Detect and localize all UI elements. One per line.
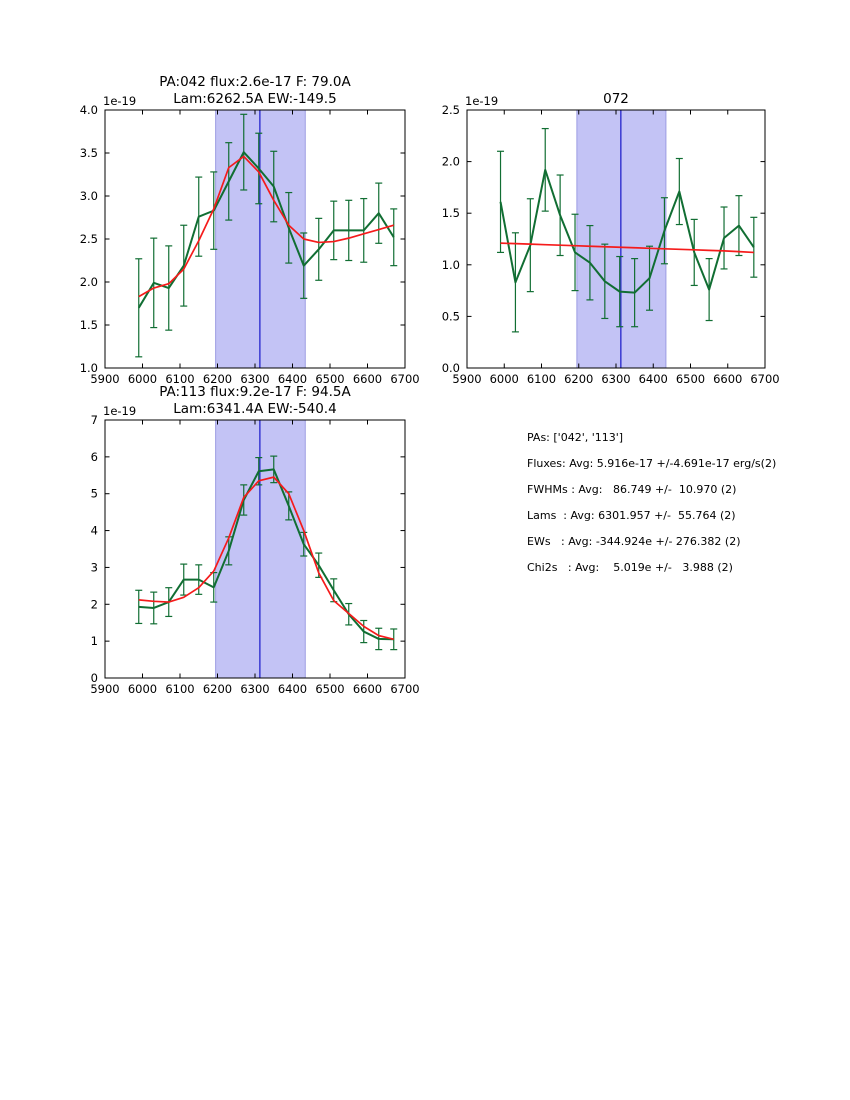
- x-tick-label: 6300: [240, 372, 269, 386]
- stats-line-fluxes: Fluxes: Avg: 5.916e-17 +/-4.691e-17 erg/…: [527, 457, 777, 470]
- y-tick-label: 1.5: [442, 206, 460, 220]
- fit-line: [500, 242, 754, 254]
- x-tick-label: 6300: [240, 682, 269, 696]
- x-tick-label: 6700: [750, 372, 779, 386]
- x-tick-label: 6200: [564, 372, 593, 386]
- y-axis-scale-offset: 1e-19: [465, 94, 498, 108]
- y-tick-label: 0.0: [442, 361, 460, 375]
- chart-title: Lam:6341.4A EW:-540.4: [173, 401, 336, 417]
- x-tick-label: 6200: [203, 682, 232, 696]
- y-tick-label: 7: [91, 413, 98, 427]
- spectrum-line: [137, 151, 395, 309]
- fit-line: [138, 476, 394, 641]
- x-tick-label: 6400: [639, 372, 668, 386]
- stats-line-lams: Lams : Avg: 6301.957 +/- 55.764 (2): [527, 509, 736, 522]
- x-tick-label: 6400: [278, 372, 307, 386]
- x-tick-label: 6000: [490, 372, 519, 386]
- y-tick-label: 0.5: [442, 309, 460, 323]
- y-tick-label: 1: [91, 634, 98, 648]
- y-tick-label: 2.5: [80, 232, 98, 246]
- x-tick-label: 6100: [165, 682, 194, 696]
- y-tick-label: 3.0: [80, 189, 98, 203]
- x-tick-label: 6500: [315, 682, 344, 696]
- y-tick-label: 1.0: [442, 258, 460, 272]
- y-tick-label: 5: [91, 487, 98, 501]
- y-tick-label: 2.5: [442, 103, 460, 117]
- summary-stats: PAs: ['042', '113'] Fluxes: Avg: 5.916e-…: [527, 425, 776, 581]
- spectrum-plot-pa113: 5900 6000 6100 6200 6300 6400 6500 6600 6700 0 1 2 3…: [90, 384, 419, 696]
- y-tick-label: 4.0: [80, 103, 98, 117]
- x-tick-label: 6700: [390, 372, 419, 386]
- x-tick-label: 5900: [90, 372, 119, 386]
- y-tick-label: 4: [91, 524, 98, 538]
- y-axis-scale-offset: 1e-19: [103, 404, 136, 418]
- y-tick-label: 1.5: [80, 318, 98, 332]
- stats-line-fwhms: FWHMs : Avg: 86.749 +/- 10.970 (2): [527, 483, 737, 496]
- chart-title: Lam:6262.5A EW:-149.5: [173, 91, 336, 107]
- y-tick-label: 0: [91, 671, 98, 685]
- stats-line-chi2s: Chi2s : Avg: 5.019e +/- 3.988 (2): [527, 561, 733, 574]
- x-tick-label: 6700: [390, 682, 419, 696]
- x-tick-label: 5900: [452, 372, 481, 386]
- stats-line-ews: EWs : Avg: -344.924e +/- 276.382 (2): [527, 535, 741, 548]
- y-tick-label: 3.5: [80, 146, 98, 160]
- x-tick-label: 6000: [128, 682, 157, 696]
- y-tick-label: 3: [91, 560, 98, 574]
- spectrum-line: [499, 168, 755, 294]
- y-tick-label: 6: [91, 450, 98, 464]
- x-tick-label: 6600: [713, 372, 742, 386]
- spectrum-plot-pa042: 5900 6000 6100 6200 6300 6400 6500 6600 6700 1.0 1…: [80, 74, 420, 386]
- x-tick-label: 6500: [315, 372, 344, 386]
- x-tick-label: 6500: [676, 372, 705, 386]
- chart-title: PA:042 flux:2.6e-17 F: 79.0A: [159, 74, 351, 90]
- y-tick-label: 1.0: [80, 361, 98, 375]
- x-tick-label: 6000: [128, 372, 157, 386]
- x-tick-label: 6300: [601, 372, 630, 386]
- chart-title: 072: [603, 91, 629, 107]
- stats-line-pas: PAs: ['042', '113']: [527, 431, 624, 444]
- spectrum-plot-072: 5900 6000 6100 6200 6300 6400 6500 6600 6700 0.0 0…: [442, 91, 780, 386]
- y-tick-label: 2.0: [80, 275, 98, 289]
- y-axis-scale-offset: 1e-19: [103, 94, 136, 108]
- x-tick-label: 6200: [203, 372, 232, 386]
- y-tick-label: 2: [91, 597, 98, 611]
- x-tick-label: 5900: [90, 682, 119, 696]
- fit-line: [138, 155, 394, 298]
- x-tick-label: 6600: [353, 372, 382, 386]
- x-tick-label: 6600: [353, 682, 382, 696]
- spectrum-line: [138, 468, 394, 641]
- y-tick-label: 2.0: [442, 155, 460, 169]
- x-tick-label: 6100: [527, 372, 556, 386]
- x-tick-label: 6100: [165, 372, 194, 386]
- x-tick-label: 6400: [278, 682, 307, 696]
- chart-title: PA:113 flux:9.2e-17 F: 94.5A: [159, 384, 351, 400]
